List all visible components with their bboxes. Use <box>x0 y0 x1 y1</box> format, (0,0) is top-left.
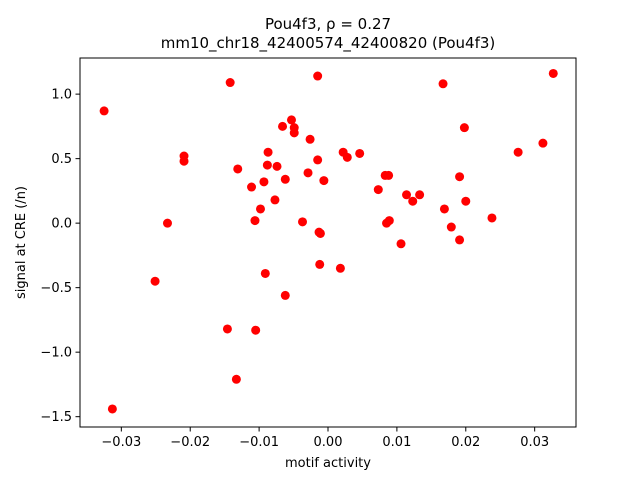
y-axis-ticks: −1.5 −1.0 −0.5 0.0 0.5 1.0 <box>40 88 80 425</box>
data-point <box>162 218 172 228</box>
y-tick-label: −0.5 <box>40 281 72 296</box>
x-tick-label: −0.03 <box>101 435 141 450</box>
data-point <box>107 404 117 414</box>
data-point <box>513 147 523 157</box>
data-point <box>179 156 189 166</box>
data-point <box>251 325 261 335</box>
data-point <box>286 115 296 125</box>
y-tick-label: 0.5 <box>51 152 72 167</box>
x-tick-label: −0.01 <box>239 435 279 450</box>
data-point <box>259 177 269 187</box>
data-point <box>313 155 323 165</box>
data-point <box>270 195 280 205</box>
y-tick-label: −1.0 <box>40 346 72 361</box>
data-point <box>384 170 394 180</box>
data-point <box>355 148 365 158</box>
data-point <box>263 147 273 157</box>
x-tick-label: −0.02 <box>170 435 210 450</box>
x-axis-ticks: −0.03 −0.02 −0.01 0.00 0.01 0.02 0.03 <box>101 427 549 450</box>
data-point <box>262 160 272 170</box>
data-point <box>459 123 469 133</box>
plot-frame <box>79 57 577 428</box>
x-tick-label: 0.01 <box>382 435 411 450</box>
data-point <box>408 196 418 206</box>
data-point <box>260 268 270 278</box>
data-point <box>439 204 449 214</box>
data-point <box>303 168 313 178</box>
data-point <box>538 138 548 148</box>
chart-title-line1: Pou4f3, ρ = 0.27 <box>265 15 391 33</box>
data-point <box>272 161 282 171</box>
data-point <box>461 196 471 206</box>
data-point <box>280 290 290 300</box>
data-point <box>487 213 497 223</box>
data-point <box>247 182 257 192</box>
data-point <box>278 121 288 131</box>
data-point <box>255 204 265 214</box>
data-point <box>438 79 448 89</box>
data-point <box>289 128 299 138</box>
data-point <box>384 216 394 226</box>
data-point <box>342 152 352 162</box>
data-point <box>280 174 290 184</box>
data-points <box>99 68 558 414</box>
y-axis-label: signal at CRE (/n) <box>14 186 29 299</box>
data-point <box>222 324 232 334</box>
data-point <box>335 263 345 273</box>
x-tick-label: 0.00 <box>314 435 343 450</box>
data-point <box>298 217 308 227</box>
data-point <box>231 374 241 384</box>
data-point <box>455 172 465 182</box>
data-point <box>150 276 160 286</box>
data-point <box>99 106 109 116</box>
data-point <box>455 235 465 245</box>
chart-title-line2: mm10_chr18_42400574_42400820 (Pou4f3) <box>161 34 496 53</box>
data-point <box>396 239 406 249</box>
data-point <box>305 134 315 144</box>
data-point <box>250 216 260 226</box>
data-point <box>548 68 558 78</box>
data-point <box>315 259 325 269</box>
y-tick-label: 0.0 <box>51 217 72 232</box>
data-point <box>319 176 329 186</box>
y-tick-label: −1.5 <box>40 410 72 425</box>
data-point <box>313 71 323 81</box>
data-point <box>446 222 456 232</box>
data-point <box>233 164 243 174</box>
data-point <box>225 78 235 88</box>
data-point <box>315 228 325 238</box>
x-tick-label: 0.02 <box>451 435 480 450</box>
data-point <box>373 185 383 195</box>
data-point <box>415 190 425 200</box>
data-point <box>402 190 412 200</box>
x-tick-label: 0.03 <box>520 435 549 450</box>
y-tick-label: 1.0 <box>51 88 72 103</box>
x-axis-label: motif activity <box>285 456 371 471</box>
